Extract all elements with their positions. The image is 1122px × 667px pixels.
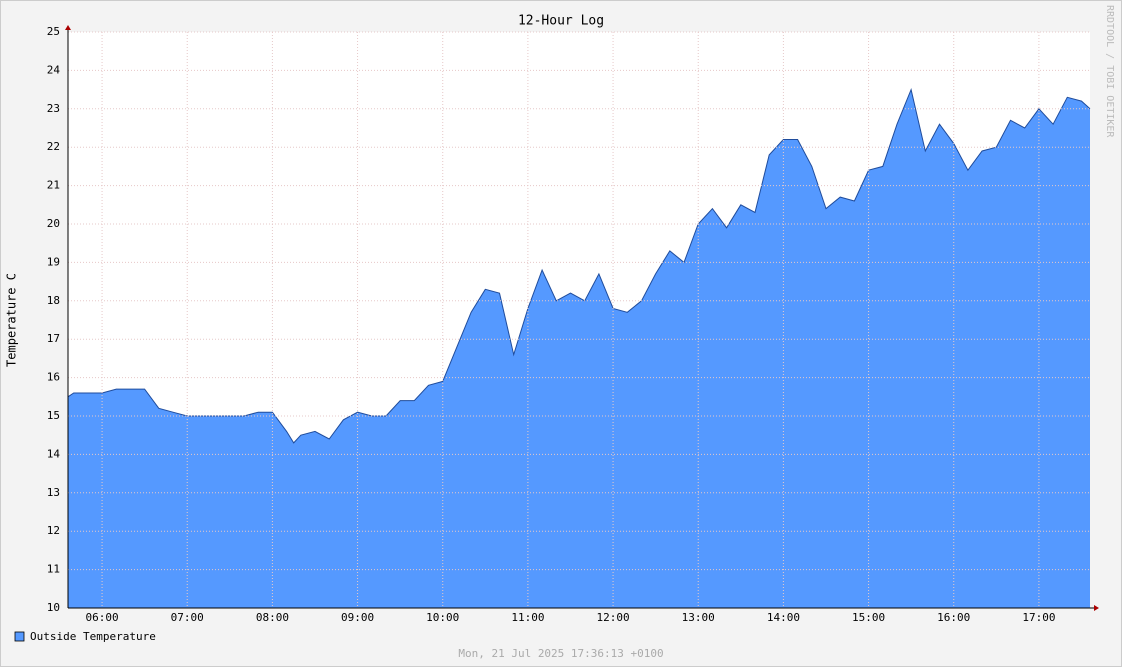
y-tick-label: 11	[47, 563, 60, 576]
x-tick-label: 08:00	[256, 611, 289, 624]
legend-label: Outside Temperature	[30, 630, 156, 643]
x-tick-label: 13:00	[682, 611, 715, 624]
arrow	[65, 25, 71, 30]
x-tick-label: 17:00	[1022, 611, 1055, 624]
chart-title: 12-Hour Log	[518, 14, 604, 29]
x-tick-label: 10:00	[426, 611, 459, 624]
y-tick-label: 16	[47, 371, 60, 384]
line	[67, 87, 1091, 444]
y-tick-label: 10	[47, 601, 60, 614]
y-tick-label: 23	[47, 102, 60, 115]
x-tick-label: 11:00	[511, 611, 544, 624]
y-tick-label: 19	[47, 255, 60, 268]
x-tick-label: 06:00	[86, 611, 119, 624]
y-tick-label: 22	[47, 140, 60, 153]
legend-swatch	[14, 631, 25, 642]
y-tick-label: 17	[47, 332, 60, 345]
x-tick-label: 07:00	[171, 611, 204, 624]
y-tick-label: 14	[47, 447, 61, 460]
y-tick-label: 13	[47, 486, 60, 499]
arrow	[1094, 605, 1099, 611]
watermark: RRDTOOL / TOBI OETIKER	[1104, 5, 1115, 138]
timestamp: Mon, 21 Jul 2025 17:36:13 +0100	[458, 647, 663, 660]
y-tick-label: 21	[47, 179, 60, 192]
y-tick-label: 12	[47, 524, 60, 537]
y-axis-label: Temperature C	[5, 273, 19, 367]
x-tick-label: 12:00	[597, 611, 630, 624]
area	[68, 89, 1090, 609]
x-tick-label: 15:00	[852, 611, 885, 624]
y-tick-label: 24	[47, 63, 61, 76]
y-tick-label: 18	[47, 294, 60, 307]
y-tick-label: 20	[47, 217, 60, 230]
x-tick-label: 09:00	[341, 611, 374, 624]
y-tick-label: 25	[47, 25, 60, 38]
x-tick-label: 16:00	[937, 611, 970, 624]
x-tick-label: 14:00	[767, 611, 800, 624]
y-tick-label: 15	[47, 409, 60, 422]
